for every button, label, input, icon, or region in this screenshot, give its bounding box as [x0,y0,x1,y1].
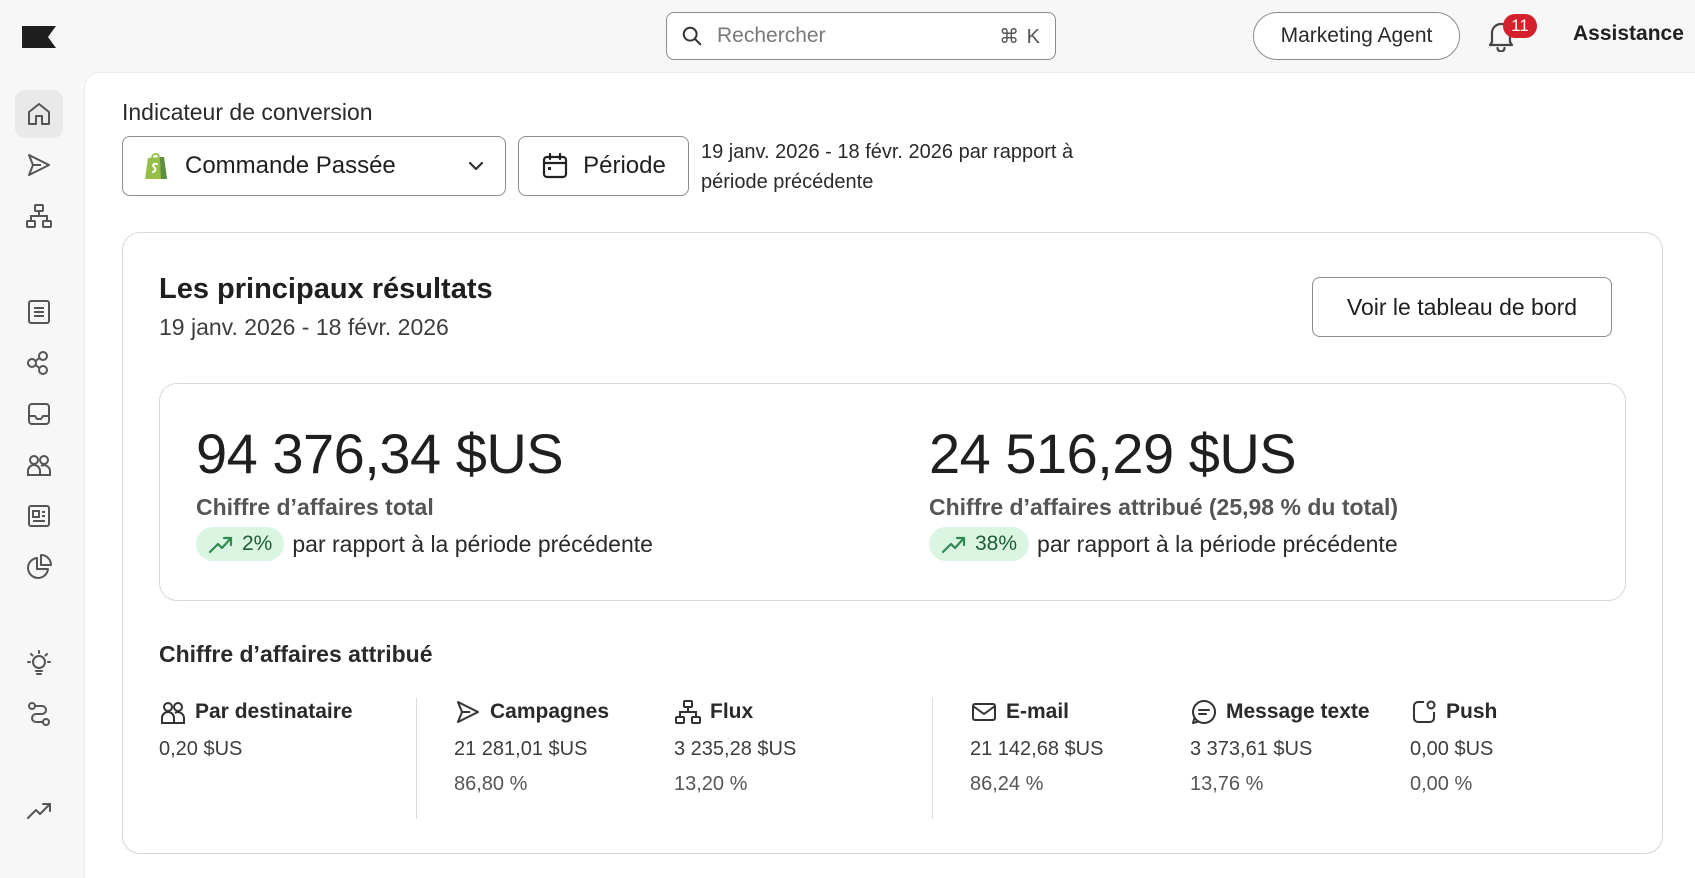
sidebar [0,72,84,878]
marketing-agent-button[interactable]: Marketing Agent [1253,12,1460,60]
trend-up-icon [208,536,233,554]
top-results-card: Les principaux résultats 19 janv. 2026 -… [122,232,1663,854]
sidebar-item-lists[interactable] [15,288,63,336]
sidebar-item-flows[interactable] [15,192,63,240]
analytics-pie-icon [27,554,52,579]
sidebar-item-inbox[interactable] [15,390,63,438]
change-value: 2% [242,532,273,555]
notification-badge: 11 [1503,14,1537,38]
sidebar-item-campaigns[interactable] [15,141,63,189]
top-bar: ⌘ K Marketing Agent 11 Assistance [0,0,1695,72]
metric-value: 0,00 $US [1410,738,1494,760]
period-description: 19 janv. 2026 - 18 févr. 2026 par rappor… [701,141,1074,193]
metric-percent: 13,76 % [1190,773,1264,795]
metric-percent: 86,24 % [970,773,1044,795]
metric-value: 3 373,61 $US [1190,738,1313,760]
main-panel: Indicateur de conversion Commande Passée… [84,72,1695,878]
send-icon [457,701,479,723]
sidebar-item-trends[interactable] [15,786,63,834]
metric-label: Message texte [1226,700,1370,723]
change-badge: 38% [929,527,1030,561]
metric-sms: Message texte 3 373,61 $US 13,76 % [1190,696,1370,796]
trend-up-icon [941,536,966,554]
comparison-text: par rapport à la période précédente [1037,530,1398,557]
search-box[interactable]: ⌘ K [666,12,1056,60]
period-button[interactable]: Période [518,136,689,196]
sidebar-item-audience[interactable] [15,441,63,489]
kpi-label: Chiffre d’affaires attribué (25,98 % du … [929,494,1399,520]
sms-icon [1192,699,1216,724]
inbox-icon [28,403,50,425]
attributed-revenue-title: Chiffre d’affaires attribué [159,641,433,667]
sidebar-item-content[interactable] [15,492,63,540]
kpi-total-revenue: 94 376,34 $US Chiffre d’affaires total 2… [196,422,653,561]
kpi-value: 24 516,29 $US [929,422,1297,485]
sidebar-item-integrations[interactable] [15,690,63,738]
metric-campaigns: Campagnes 21 281,01 $US 86,80 % [454,696,609,796]
chevron-down-icon [468,161,484,171]
mail-icon [972,703,996,721]
sidebar-item-segments[interactable] [15,339,63,387]
sidebar-item-home[interactable] [15,90,63,138]
trend-icon [27,803,51,819]
metric-per-recipient: Par destinataire 0,20 $US [159,696,353,761]
metric-label: Par destinataire [195,700,353,723]
metric-flows: Flux 3 235,28 $US 13,20 % [674,696,796,796]
flow-icon [675,700,701,724]
recipients-icon [161,702,185,724]
change-value: 38% [975,532,1018,555]
calendar-icon [543,152,568,179]
search-icon [682,26,702,46]
kpi-attributed-revenue: 24 516,29 $US Chiffre d’affaires attribu… [929,422,1398,561]
view-dashboard-button[interactable]: Voir le tableau de bord [1312,277,1612,337]
list-icon [28,300,50,324]
audience-icon [27,455,51,476]
integrations-icon [28,702,50,726]
kpi-summary: 94 376,34 $US Chiffre d’affaires total 2… [159,383,1626,601]
divider [932,698,933,819]
metric-value: 21 281,01 $US [454,738,588,760]
conversion-metric-value: Commande Passée [185,152,396,179]
conversion-metric-select[interactable]: Commande Passée [122,136,506,196]
segments-icon [27,351,48,375]
bulb-icon [27,650,51,675]
kpi-value: 94 376,34 $US [196,422,564,485]
metric-percent: 86,80 % [454,773,528,795]
assistance-link[interactable]: Assistance [1573,22,1684,45]
conversion-metric-label: Indicateur de conversion [122,99,373,125]
search-shortcut: ⌘ K [999,25,1041,48]
metric-percent: 0,00 % [1410,773,1473,795]
home-icon [28,103,50,125]
content-icon [28,505,50,527]
push-icon [1413,700,1436,723]
metric-label: Campagnes [490,700,610,723]
sidebar-item-analytics[interactable] [15,543,63,591]
shopify-icon [145,152,167,179]
metric-percent: 13,20 % [674,773,748,795]
results-title: Les principaux résultats [159,273,493,305]
metric-value: 21 142,68 $US [970,738,1104,760]
results-date-range: 19 janv. 2026 - 18 févr. 2026 [159,314,449,340]
metric-label: Flux [710,700,754,723]
metric-label: E-mail [1006,700,1070,723]
sidebar-item-ideas[interactable] [15,639,63,687]
metric-value: 0,20 $US [159,738,243,760]
change-badge: 2% [196,527,285,561]
kpi-label: Chiffre d’affaires total [196,494,434,520]
brand-flag-icon[interactable] [22,26,56,48]
search-input[interactable] [717,24,1000,48]
period-button-label: Période [583,152,666,179]
send-icon [28,154,50,176]
divider [416,698,417,819]
flow-icon [26,204,52,228]
metric-value: 3 235,28 $US [674,738,797,760]
metric-label: Push [1446,700,1498,723]
metric-email: E-mail 21 142,68 $US 86,24 % [970,696,1103,796]
metric-push: Push 0,00 $US 0,00 % [1410,696,1497,796]
comparison-text: par rapport à la période précédente [292,530,653,557]
